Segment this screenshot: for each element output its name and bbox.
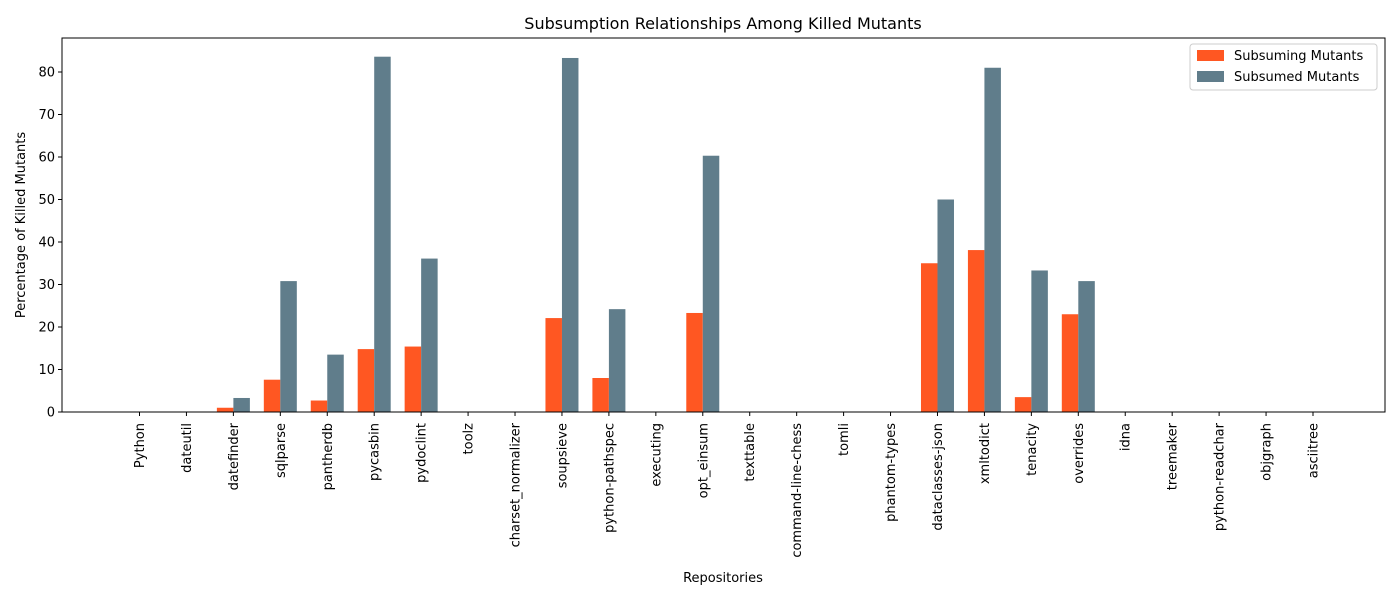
x-tick-label: tenacity [1025,423,1040,476]
bar-subsuming-soupsieve [545,318,562,412]
bar-subsuming-tenacity [1014,397,1032,412]
legend-swatch-subsumed [1197,71,1224,82]
y-tick-label: 50 [38,193,55,208]
bar-subsuming-dataclasses-json [920,263,938,412]
legend-box [1189,43,1378,91]
x-axis-label: Repositories [683,571,763,586]
bar-subsuming-pydoclint [404,346,422,412]
bar-subsumed-python-pathspec [608,309,626,412]
bar-subsuming-overrides [1061,314,1079,412]
y-tick-label: 60 [38,151,55,166]
x-tick-label: tomli [837,423,852,456]
y-tick-label: 70 [38,108,55,123]
x-tick-label: python-pathspec [602,423,617,533]
x-tick-label: datefinder [227,422,242,490]
legend-label-subsumed: Subsumed Mutants [1234,70,1360,85]
y-tick-label: 40 [38,236,55,251]
x-tick-label: asciitree [1307,423,1322,478]
bar-subsumed-dataclasses-json [937,199,954,412]
plot-frame [61,37,1386,413]
bar-subsuming-pycasbin [357,349,375,412]
x-tick-label: pydoclint [415,423,430,483]
bar-subsumed-xmltodict [984,67,1001,412]
bar-subsumed-overrides [1078,281,1095,412]
bar-subsuming-pantherdb [310,400,328,412]
bar-subsumed-datefinder [233,397,250,412]
x-tick-label: charset_normalizer [509,422,524,547]
bar-subsumed-soupsieve [561,57,579,412]
x-tick-label: toolz [462,423,477,455]
legend-label-subsuming: Subsuming Mutants [1234,49,1364,64]
x-tick-label: idna [1119,423,1134,451]
y-axis: 0 10 20 30 40 50 60 70 80 [38,66,62,421]
x-tick-label: overrides [1072,423,1087,484]
bar-subsumed-pycasbin [374,56,391,412]
x-tick-label: xmltodict [978,423,993,484]
x-tick-label: command-line-chess [790,423,805,558]
bar-subsuming-opt-einsum [686,312,703,412]
bar-subsumed-tenacity [1031,270,1048,412]
bar-subsuming-xmltodict [967,250,985,412]
chart-title: Subsumption Relationships Among Killed M… [524,14,921,33]
x-tick-label: executing [649,423,664,487]
x-tick-label: opt_einsum [696,423,711,498]
y-tick-label: 0 [47,406,55,421]
bar-subsumed-opt-einsum [702,155,720,412]
x-tick-label: dateutil [180,423,195,473]
y-tick-label: 30 [38,278,55,293]
x-tick-label: texttable [743,423,758,482]
bar-subsuming-datefinder [216,407,234,412]
bar-subsuming-sqlparse [263,379,281,412]
x-tick-label: dataclasses-json [931,423,946,531]
x-tick-label: python-readchar [1213,422,1228,531]
y-tick-label: 80 [38,66,55,81]
y-axis-label: Percentage of Killed Mutants [14,132,29,319]
x-tick-label: pycasbin [368,423,383,481]
bar-subsumed-pantherdb [327,354,344,412]
x-tick-label: sqlparse [274,423,289,478]
x-tick-label: pantherdb [321,423,336,490]
legend: Subsuming Mutants Subsumed Mutants [1189,43,1378,91]
bars-group [216,56,1095,412]
x-tick-label: treemaker [1166,422,1181,490]
bar-subsumed-sqlparse [280,281,297,412]
y-tick-label: 10 [38,363,55,378]
bar-subsumed-pydoclint [421,258,438,412]
legend-swatch-subsuming [1197,50,1224,61]
x-tick-label: phantom-types [884,423,899,522]
x-tick-label: Python [133,423,148,468]
x-tick-label: objgraph [1260,423,1275,481]
x-axis: Python dateutil datefinder sqlparse pantherd… [133,412,1322,558]
bar-subsuming-python-pathspec [592,378,609,412]
x-tick-label: soupsieve [555,423,570,488]
y-tick-label: 20 [38,321,55,336]
